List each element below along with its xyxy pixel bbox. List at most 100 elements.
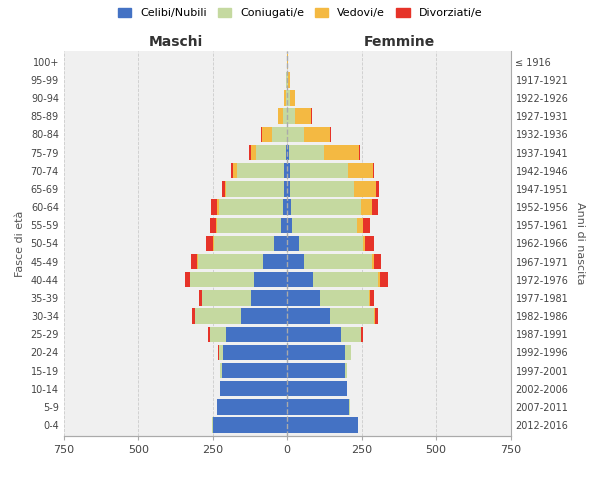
Bar	[378, 272, 380, 287]
Bar	[359, 145, 360, 160]
Text: Maschi: Maschi	[148, 35, 203, 49]
Bar	[287, 254, 304, 270]
Bar	[191, 254, 197, 270]
Bar	[331, 308, 374, 324]
Bar	[361, 200, 372, 215]
Bar	[376, 181, 379, 196]
Bar	[287, 344, 345, 360]
Bar	[281, 218, 287, 233]
Bar	[290, 181, 354, 196]
Bar	[287, 218, 292, 233]
Bar	[284, 181, 287, 196]
Bar	[287, 418, 358, 433]
Bar	[295, 108, 311, 124]
Bar	[283, 200, 287, 215]
Bar	[233, 163, 236, 178]
Bar	[223, 344, 287, 360]
Bar	[330, 126, 331, 142]
Bar	[287, 145, 289, 160]
Bar	[220, 381, 287, 396]
Bar	[290, 90, 295, 106]
Bar	[292, 218, 357, 233]
Bar	[288, 72, 290, 88]
Bar	[286, 72, 287, 88]
Bar	[206, 236, 214, 251]
Bar	[208, 326, 210, 342]
Bar	[274, 236, 287, 251]
Bar	[214, 236, 274, 251]
Bar	[211, 218, 217, 233]
Bar	[226, 326, 287, 342]
Bar	[211, 200, 217, 215]
Bar	[218, 344, 223, 360]
Bar	[354, 181, 376, 196]
Bar	[287, 181, 290, 196]
Bar	[198, 254, 263, 270]
Bar	[357, 218, 362, 233]
Bar	[217, 218, 281, 233]
Bar	[218, 200, 283, 215]
Bar	[284, 163, 287, 178]
Bar	[210, 326, 226, 342]
Bar	[254, 272, 287, 287]
Bar	[195, 308, 241, 324]
Bar	[369, 290, 370, 306]
Bar	[262, 126, 272, 142]
Bar	[362, 236, 365, 251]
Bar	[185, 272, 190, 287]
Bar	[202, 290, 251, 306]
Bar	[287, 200, 291, 215]
Bar	[348, 163, 373, 178]
Text: Femmine: Femmine	[363, 35, 434, 49]
Bar	[370, 290, 374, 306]
Bar	[287, 363, 345, 378]
Bar	[213, 418, 287, 433]
Bar	[221, 181, 224, 196]
Bar	[299, 236, 362, 251]
Bar	[287, 290, 320, 306]
Bar	[199, 290, 202, 306]
Y-axis label: Fasce di età: Fasce di età	[15, 210, 25, 276]
Bar	[241, 308, 287, 324]
Bar	[220, 363, 221, 378]
Bar	[224, 181, 226, 196]
Bar	[263, 254, 287, 270]
Bar	[286, 145, 287, 160]
Bar	[190, 272, 254, 287]
Bar	[320, 290, 369, 306]
Bar	[278, 108, 283, 124]
Bar	[230, 163, 233, 178]
Bar	[192, 308, 195, 324]
Bar	[375, 308, 378, 324]
Bar	[236, 163, 284, 178]
Bar	[304, 126, 330, 142]
Bar	[286, 90, 287, 106]
Bar	[313, 272, 378, 287]
Bar	[287, 72, 288, 88]
Bar	[287, 108, 295, 124]
Bar	[287, 126, 304, 142]
Bar	[217, 200, 218, 215]
Bar	[380, 272, 388, 287]
Bar	[287, 308, 331, 324]
Bar	[287, 90, 290, 106]
Bar	[304, 254, 372, 270]
Bar	[365, 236, 374, 251]
Bar	[287, 381, 347, 396]
Bar	[287, 236, 299, 251]
Bar	[226, 181, 284, 196]
Bar	[272, 126, 287, 142]
Bar	[217, 399, 287, 414]
Bar	[287, 326, 341, 342]
Bar	[256, 145, 286, 160]
Bar	[287, 399, 349, 414]
Bar	[290, 163, 348, 178]
Bar	[361, 326, 363, 342]
Y-axis label: Anni di nascita: Anni di nascita	[575, 202, 585, 284]
Bar	[372, 254, 374, 270]
Bar	[341, 326, 361, 342]
Bar	[249, 145, 251, 160]
Bar	[251, 145, 256, 160]
Bar	[373, 163, 374, 178]
Bar	[362, 218, 370, 233]
